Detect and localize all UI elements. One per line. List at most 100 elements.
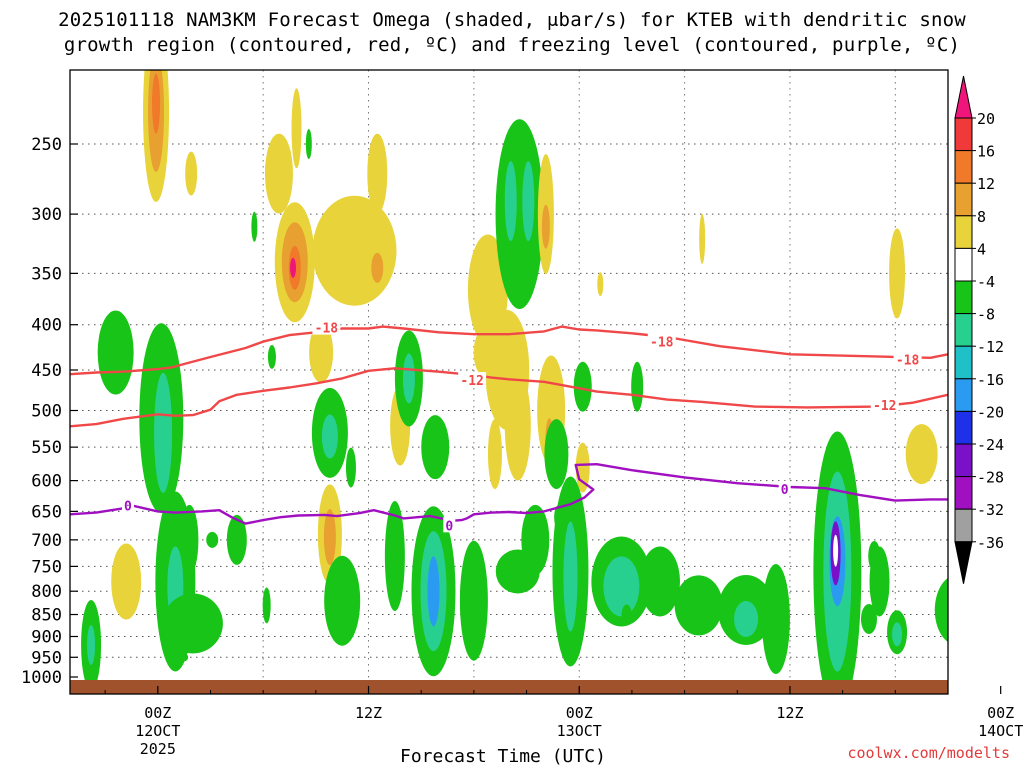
axis-layer: 2503003504004505005506006507007508008509… [21,135,1023,758]
y-tick-label: 550 [31,438,62,458]
contour-label-bg [312,319,341,335]
x-tick-label: 12Z [776,704,803,722]
colorbar-swatch [954,410,973,445]
y-tick-label: 400 [31,316,62,336]
omega-cell-yellow [504,370,531,481]
x-tick-label: 12OCT [135,722,180,740]
colorbar-label: -24 [977,436,1004,454]
colorbar-label: -28 [977,469,1004,487]
x-tick-label: 12Z [355,704,382,722]
omega-cell-teal [603,556,640,617]
omega-cell-gold [371,252,384,283]
y-tick-label: 450 [31,361,62,381]
omega-cell-magenta [290,257,297,278]
omega-cell-green [631,361,644,412]
colorbar-label: -32 [977,501,1004,519]
omega-cell-green [251,211,258,242]
omega-cell-orange [152,73,161,134]
y-tick-label: 250 [31,135,62,155]
x-tick-label: 2025 [140,740,176,758]
y-tick-label: 800 [31,582,62,602]
omega-cell-green [162,593,223,654]
y-tick-label: 950 [31,648,62,668]
y-tick-label: 350 [31,264,62,284]
omega-cell-yellow [367,133,388,214]
omega-cell-green [860,604,877,635]
omega-cell-green [206,531,219,548]
colorbar-bottom-arrow [954,541,973,584]
credit-link[interactable]: coolwx.com/modelts [847,744,1010,762]
x-axis-label: Forecast Time (UTC) [400,746,606,767]
contour-freezing-level [70,463,948,525]
colorbar-label: -16 [977,371,1004,389]
colorbar-label: 20 [977,110,995,128]
x-tick-label: 00Z [566,704,593,722]
colorbar-label: 12 [977,175,995,193]
y-tick-label: 500 [31,402,62,422]
omega-cell-yellow [185,151,198,196]
contour-label-bg [893,351,922,367]
omega-cell-yellow [905,424,938,485]
chart-title-line-1: 2025101118 NAM3KM Forecast Omega (shaded… [58,9,966,31]
y-tick-label: 700 [31,531,62,551]
colorbar-label: 8 [977,208,986,226]
y-tick-label: 850 [31,606,62,626]
y-tick-label: 750 [31,557,62,577]
contour-label: 0 [781,483,789,498]
colorbar-label: -4 [977,273,995,291]
omega-cell-yellow [312,195,397,306]
y-tick-label: 1000 [21,668,62,688]
omega-cell-green [761,564,790,675]
omega-cell-yellow [597,272,604,297]
colorbar-swatch [954,443,973,478]
omega-cell-green [640,546,681,617]
x-tick-label: 14OCT [978,722,1023,740]
contour-label-bg [458,372,487,388]
omega-cell-teal [734,601,759,638]
omega-cell-yellow [347,0,383,32]
omega-cell-yellow [291,88,302,169]
colorbar-swatch [954,117,973,152]
omega-cell-green [345,447,356,488]
omega-cell-green [180,653,189,662]
omega-cell-green [97,310,134,395]
contour-label: -18 [650,336,674,351]
omega-cell-green [495,119,544,310]
omega-cell-white [833,534,839,567]
contour-dgz-minus18 [70,325,948,376]
x-tick-label: 00Z [987,704,1014,722]
omega-cell-gold [541,204,550,249]
omega-cell-green [674,575,723,636]
contour-label-bg [443,517,456,533]
contour-label: 0 [445,519,453,534]
omega-cell-teal [522,161,535,242]
colorbar-top-arrow [954,75,973,119]
omega-cell-green [621,604,632,625]
omega-cell-green [934,577,948,643]
omega-cell-green [305,129,312,159]
colorbar-swatch [954,508,973,543]
contour-label: -12 [460,374,483,389]
omega-cell-green [573,361,592,412]
colorbar-swatch [954,476,973,510]
contour-label-bg [778,480,791,496]
y-tick-label: 600 [31,472,62,492]
omega-cell-teal [154,372,173,493]
omega-cell-green [324,555,361,646]
omega-cell-gold [323,509,336,566]
colorbar-swatch [954,182,973,217]
omega-cell-green [262,587,271,624]
omega-cell-teal [321,414,338,459]
x-tick-label: 00Z [144,704,171,722]
contour-label: -12 [873,399,896,414]
colorbar-label: -36 [977,534,1004,552]
colorbar-swatch [954,150,973,184]
colorbar-label: 16 [977,143,995,161]
colorbar-swatch [954,313,973,347]
colorbar-label: -12 [977,338,1004,356]
omega-cell-yellow [487,419,502,490]
contour-label-bg [121,497,134,513]
omega-cell-yellow [111,543,142,620]
omega-cell-green [868,541,881,572]
